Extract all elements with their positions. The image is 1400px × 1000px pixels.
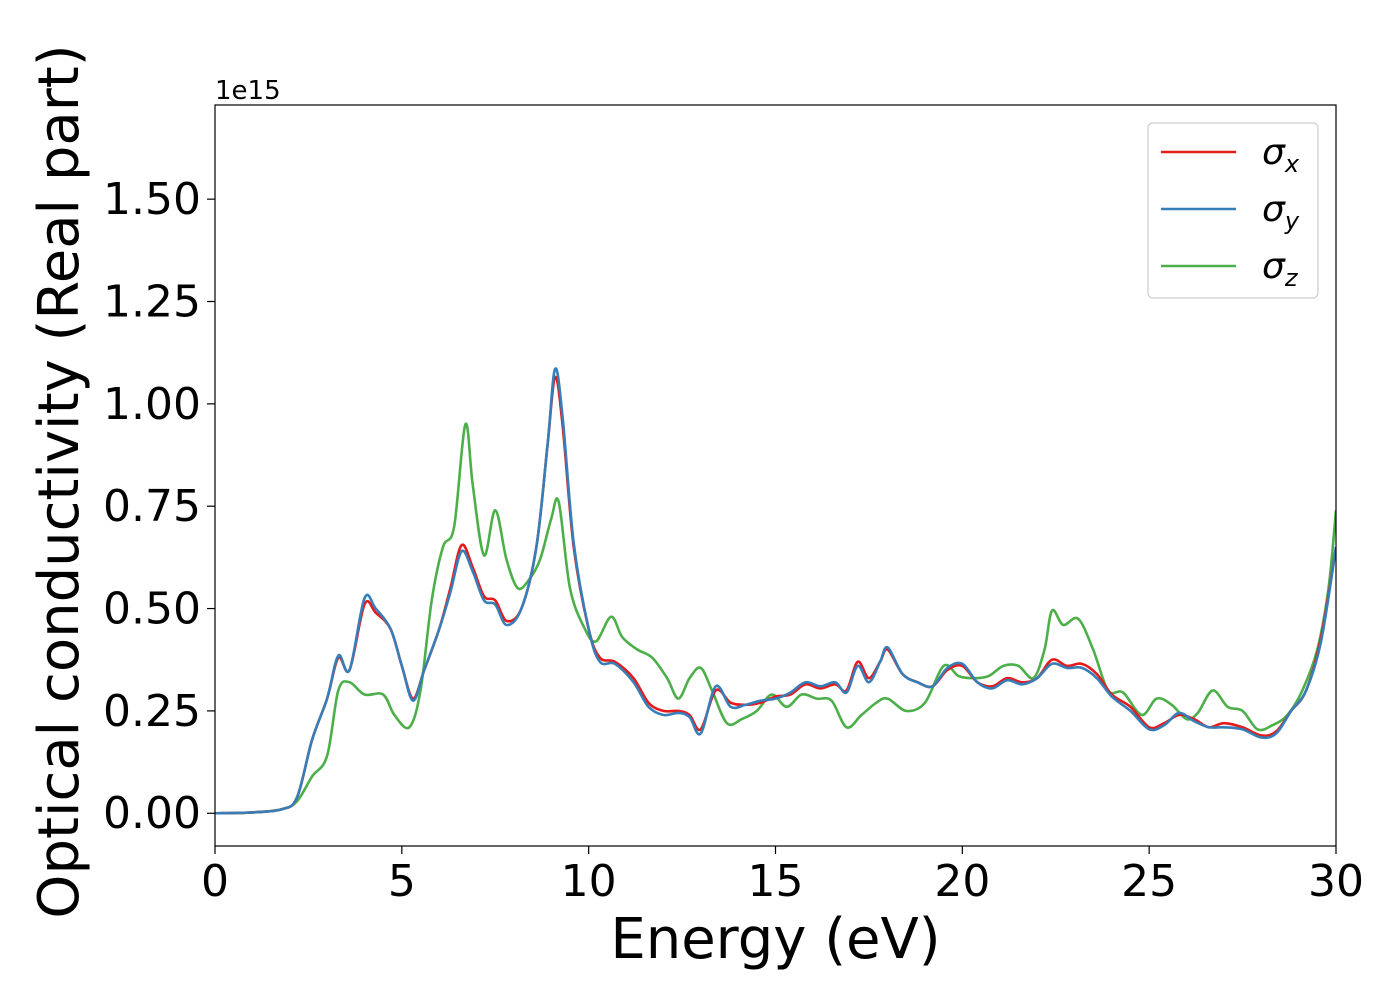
x-tick-label: 25 xyxy=(1121,856,1177,907)
x-tick-label: 5 xyxy=(388,856,416,907)
x-tick-label: 15 xyxy=(748,856,804,907)
y-tick-label: 0.25 xyxy=(103,686,201,737)
y-tick-label: 1.00 xyxy=(103,379,201,430)
x-axis-label: Energy (eV) xyxy=(610,907,940,972)
y-axis-ticks: 0.00 0.25 0.50 0.75 1.00 1.25 1.50 xyxy=(103,174,215,839)
y-axis-label: Optical conductivity (Real part) xyxy=(27,44,92,918)
y-tick-label: 1.25 xyxy=(103,277,201,328)
x-tick-label: 20 xyxy=(934,856,990,907)
x-axis-ticks: 0 5 10 15 20 25 30 xyxy=(201,846,1364,907)
y-tick-label: 0.00 xyxy=(103,788,201,839)
x-tick-label: 10 xyxy=(561,856,617,907)
x-tick-label: 0 xyxy=(201,856,229,907)
y-tick-label: 0.50 xyxy=(103,584,201,635)
legend-box xyxy=(1147,122,1319,299)
y-tick-label: 0.75 xyxy=(103,481,201,532)
y-tick-label: 1.50 xyxy=(103,174,201,225)
legend-label: σy xyxy=(1262,189,1300,235)
series-line-sigma-z xyxy=(215,422,1336,815)
x-tick-label: 30 xyxy=(1308,856,1364,907)
legend-label: σz xyxy=(1262,246,1299,292)
series-line-sigma-y xyxy=(215,367,1336,815)
series-layer xyxy=(215,367,1336,815)
y-offset-label: 1e15 xyxy=(215,76,281,106)
legend: σx σy σz xyxy=(1147,122,1319,299)
legend-label: σx xyxy=(1262,132,1300,178)
